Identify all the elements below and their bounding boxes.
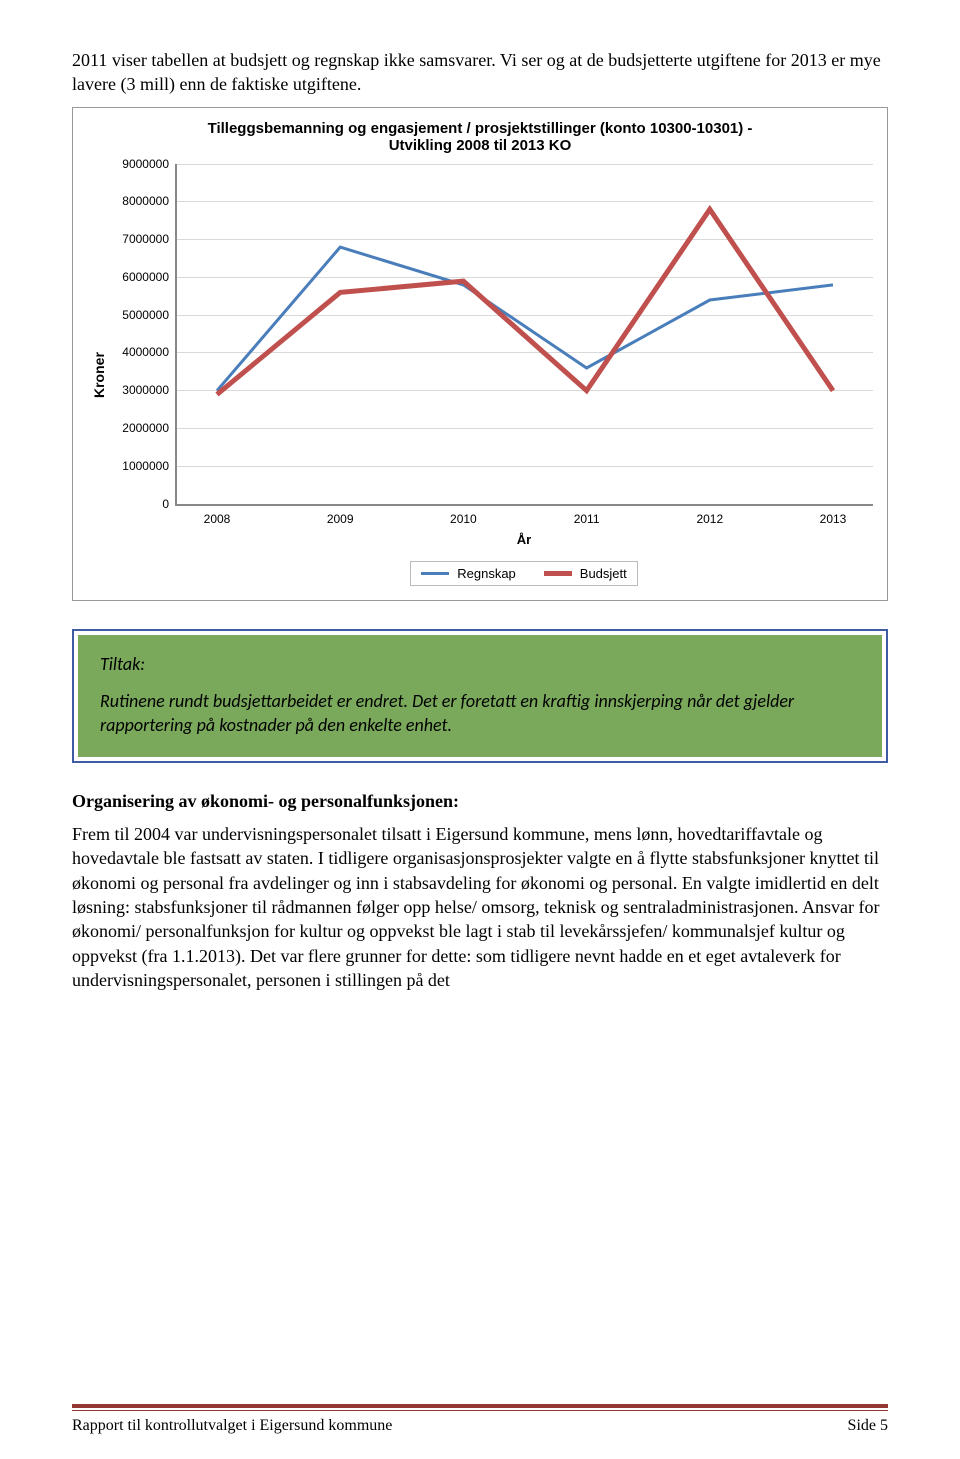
- x-tick-label: 2012: [696, 512, 723, 526]
- x-tick-label: 2008: [204, 512, 231, 526]
- section-body: Frem til 2004 var undervisningspersonale…: [72, 822, 888, 992]
- y-tick-label: 0: [107, 497, 169, 511]
- chart-title-line2: Utvikling 2008 til 2013 KO: [87, 137, 873, 154]
- legend-label: Regnskap: [457, 566, 516, 581]
- tiltak-box: Tiltak: Rutinene rundt budsjettarbeidet …: [72, 629, 888, 764]
- x-tick-label: 2013: [820, 512, 847, 526]
- tiltak-body: Rutinene rundt budsjettarbeidet er endre…: [100, 689, 860, 738]
- footer-right: Side 5: [848, 1417, 888, 1435]
- y-tick-label: 6000000: [107, 270, 169, 284]
- chart-title: Tilleggsbemanning og engasjement / prosj…: [87, 120, 873, 154]
- y-tick-label: 5000000: [107, 308, 169, 322]
- page-footer: Rapport til kontrollutvalget i Eigersund…: [72, 1404, 888, 1435]
- series-budsjett: [217, 209, 833, 394]
- y-tick-label: 2000000: [107, 421, 169, 435]
- legend-item-budsjett: Budsjett: [544, 566, 627, 581]
- y-tick-label: 9000000: [107, 157, 169, 171]
- legend-swatch: [421, 572, 449, 575]
- x-axis-label: År: [175, 532, 873, 547]
- footer-rule-thick: [72, 1404, 888, 1408]
- chart-series-svg: [177, 164, 873, 504]
- y-tick-label: 1000000: [107, 459, 169, 473]
- legend-label: Budsjett: [580, 566, 627, 581]
- chart-title-line1: Tilleggsbemanning og engasjement / prosj…: [87, 120, 873, 137]
- x-tick-label: 2010: [450, 512, 477, 526]
- footer-left: Rapport til kontrollutvalget i Eigersund…: [72, 1417, 392, 1435]
- footer-rule-thin: [72, 1410, 888, 1411]
- chart-container: Tilleggsbemanning og engasjement / prosj…: [72, 107, 888, 601]
- legend-swatch: [544, 571, 572, 576]
- y-tick-label: 3000000: [107, 383, 169, 397]
- x-tick-label: 2011: [574, 512, 600, 526]
- intro-paragraph: 2011 viser tabellen at budsjett og regns…: [72, 48, 888, 97]
- x-tick-label: 2009: [327, 512, 354, 526]
- section-heading: Organisering av økonomi- og personalfunk…: [72, 791, 888, 812]
- chart-legend: Regnskap Budsjett: [410, 561, 638, 586]
- y-tick-label: 4000000: [107, 345, 169, 359]
- tiltak-heading: Tiltak:: [100, 653, 860, 675]
- legend-item-regnskap: Regnskap: [421, 566, 516, 581]
- y-tick-label: 8000000: [107, 194, 169, 208]
- y-axis-label: Kroner: [87, 164, 111, 586]
- y-tick-label: 7000000: [107, 232, 169, 246]
- chart-plot-area: 0100000020000003000000400000050000006000…: [175, 164, 873, 506]
